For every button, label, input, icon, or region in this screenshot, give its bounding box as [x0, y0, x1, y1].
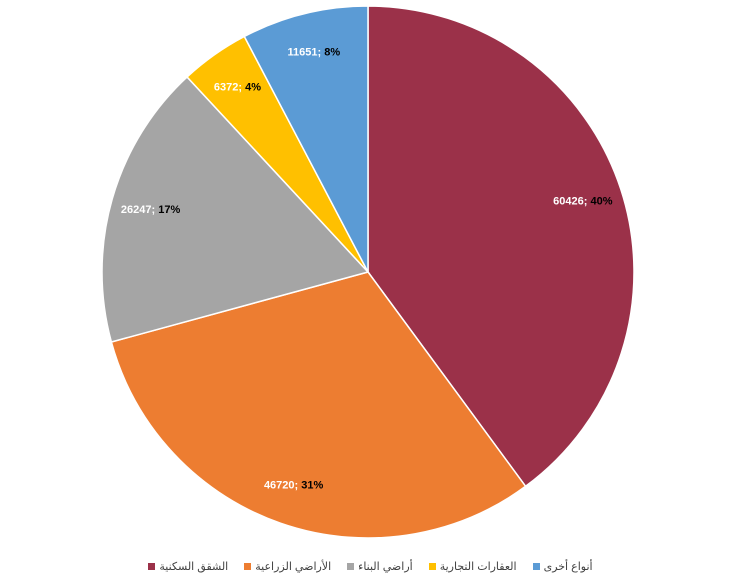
- legend-label: الأراضي الزراعية: [255, 561, 332, 573]
- label-separator: ;: [295, 479, 302, 491]
- label-percent: 17%: [158, 204, 180, 216]
- label-separator: ;: [238, 81, 245, 93]
- legend-item: أنواع أخرى: [532, 560, 593, 573]
- legend: الشقق السكنية الأراضي الزراعية أراضي البنا…: [0, 560, 741, 573]
- label-separator: ;: [584, 195, 591, 207]
- label-percent: 8%: [324, 46, 340, 58]
- label-value: 11651: [288, 46, 318, 58]
- label-percent: 40%: [590, 195, 612, 207]
- data-label: 60426; 40%: [553, 195, 613, 207]
- legend-label: العقارات التجارية: [439, 561, 517, 573]
- label-value: 26247: [121, 204, 152, 216]
- data-label: 26247; 17%: [121, 204, 181, 216]
- legend-label: أنواع أخرى: [543, 561, 593, 573]
- legend-item: الشقق السكنية: [148, 560, 228, 573]
- data-label: 11651; 8%: [288, 46, 341, 58]
- legend-label: أراضي البناء: [358, 561, 413, 573]
- legend-item: الأراضي الزراعية: [244, 560, 331, 573]
- legend-label: الشقق السكنية: [159, 561, 229, 573]
- legend-swatch: [428, 563, 436, 570]
- label-value: 60426: [553, 195, 584, 207]
- data-label: 6372; 4%: [214, 81, 261, 93]
- data-label: 46720; 31%: [264, 479, 324, 491]
- label-value: 46720: [264, 479, 295, 491]
- label-separator: ;: [152, 204, 159, 216]
- legend-swatch: [532, 563, 540, 570]
- legend-item: العقارات التجارية: [428, 560, 517, 573]
- legend-swatch: [347, 563, 355, 570]
- label-percent: 31%: [301, 479, 323, 491]
- pie-slice: [243, 5, 369, 273]
- label-separator: ;: [318, 46, 325, 58]
- label-value: 6372: [214, 81, 238, 93]
- legend-swatch: [148, 563, 156, 570]
- legend-item: أراضي البناء: [347, 560, 413, 573]
- pie-slice: [101, 75, 370, 343]
- pie-slice: [367, 5, 635, 488]
- label-percent: 4%: [245, 81, 261, 93]
- legend-swatch: [244, 563, 252, 570]
- pie-slice: [110, 271, 527, 539]
- chart: 60426; 40% 46720; 31% 26247; 17% 6372; 4% 11…: [101, 5, 635, 539]
